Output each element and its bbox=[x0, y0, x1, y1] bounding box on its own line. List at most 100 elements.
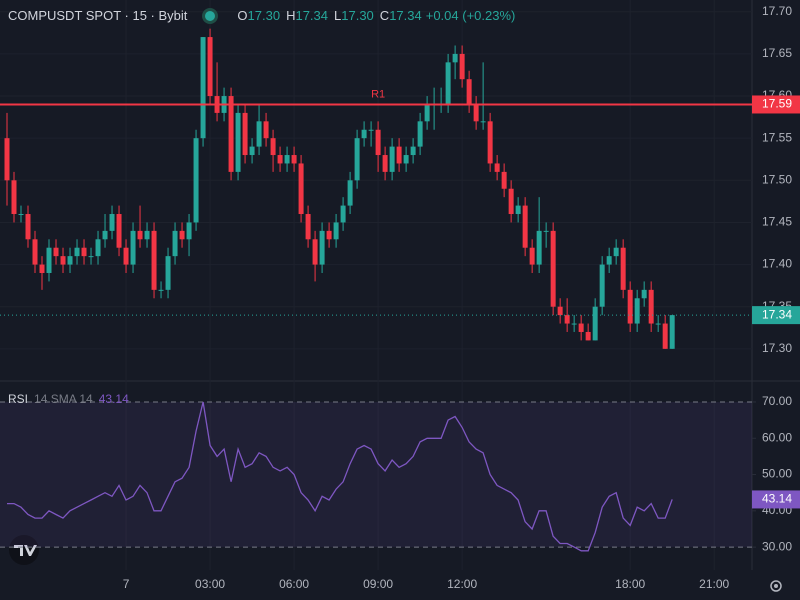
candle-body bbox=[466, 79, 472, 105]
candle-body bbox=[592, 306, 598, 341]
candle-body bbox=[326, 230, 332, 240]
rsi-last-label: 43.14 bbox=[762, 492, 792, 506]
candle-body bbox=[53, 247, 59, 257]
candle-body bbox=[158, 289, 164, 291]
candle-body bbox=[333, 222, 339, 240]
candle-body bbox=[172, 230, 178, 257]
ohlc-key: C bbox=[379, 8, 390, 23]
candle-body bbox=[32, 239, 38, 265]
candle-body bbox=[494, 163, 500, 172]
market-status bbox=[205, 10, 216, 21]
candle-body bbox=[550, 230, 556, 307]
candle-body bbox=[417, 121, 423, 147]
candle-body bbox=[620, 247, 626, 290]
candle-body bbox=[515, 205, 521, 215]
candle-body bbox=[389, 146, 395, 172]
candle-body bbox=[312, 239, 318, 265]
candle-body bbox=[25, 214, 31, 240]
y-tick-label: 17.55 bbox=[762, 130, 792, 144]
candle-body bbox=[606, 256, 612, 265]
y-tick-label: 17.65 bbox=[762, 46, 792, 60]
candle-body bbox=[571, 323, 577, 325]
candle-body bbox=[18, 214, 24, 216]
tv-logo bbox=[9, 535, 39, 565]
symbol-title: COMPUSDT SPOT · 15 · Bybit bbox=[8, 8, 188, 23]
rsi-title: RSI bbox=[8, 392, 29, 406]
y-tick-label: 17.40 bbox=[762, 257, 792, 271]
candle-body bbox=[305, 214, 311, 240]
candle-body bbox=[291, 155, 297, 164]
candle-body bbox=[459, 53, 465, 80]
rsi-line bbox=[7, 401, 673, 552]
y-tick-label: 17.50 bbox=[762, 172, 792, 186]
candle-body bbox=[669, 315, 675, 349]
candle-body bbox=[256, 121, 262, 147]
candle-body bbox=[424, 104, 430, 122]
candle-body bbox=[88, 256, 94, 258]
x-tick-label: 03:00 bbox=[195, 577, 225, 591]
candle-body bbox=[368, 129, 374, 131]
candle-body bbox=[242, 112, 248, 156]
candle-body bbox=[109, 214, 115, 231]
ohlc-key: L bbox=[334, 8, 342, 23]
y-tick-label: 17.30 bbox=[762, 341, 792, 355]
level-label-bg bbox=[752, 95, 800, 114]
candle-body bbox=[410, 146, 416, 156]
candle-body bbox=[627, 289, 633, 324]
candle-body bbox=[200, 37, 206, 139]
candle-body bbox=[130, 230, 136, 265]
candle-body bbox=[445, 62, 451, 105]
candle-body bbox=[270, 138, 276, 156]
candle-body bbox=[501, 171, 507, 189]
candle-body bbox=[4, 138, 10, 181]
y-tick-label: 50.00 bbox=[762, 467, 792, 481]
candle-body bbox=[522, 205, 528, 248]
candle-body bbox=[263, 121, 269, 139]
candle-body bbox=[347, 180, 353, 206]
candle-body bbox=[599, 264, 605, 307]
ohlc-value: 17.34 bbox=[389, 8, 422, 23]
candle-body bbox=[361, 129, 367, 139]
y-tick-label: 17.45 bbox=[762, 215, 792, 229]
candle-body bbox=[249, 146, 255, 156]
candle-body bbox=[536, 230, 542, 265]
legend-header: COMPUSDT SPOT · 15 · Bybit O17.30 H17.34 L… bbox=[8, 8, 515, 23]
x-tick-label: 06:00 bbox=[279, 577, 309, 591]
candle-body bbox=[634, 298, 640, 324]
candle-body bbox=[39, 264, 45, 273]
candle-body bbox=[382, 155, 388, 172]
rsi-header: RSI 14 SMA 14 43.14 bbox=[8, 392, 129, 406]
candle-body bbox=[67, 256, 73, 265]
candle-body bbox=[235, 112, 241, 172]
settings-icon[interactable] bbox=[770, 580, 782, 592]
y-tick-label: 30.00 bbox=[762, 539, 792, 553]
candle-body bbox=[102, 230, 108, 240]
candle-body bbox=[165, 256, 171, 290]
candle-body bbox=[578, 323, 584, 332]
x-tick-label: 7 bbox=[123, 577, 130, 591]
candle-body bbox=[81, 247, 87, 257]
candle-body bbox=[557, 306, 563, 316]
rsi-band bbox=[0, 401, 752, 548]
candle-body bbox=[613, 247, 619, 257]
candle-body bbox=[179, 230, 185, 240]
x-tick-label: 18:00 bbox=[615, 577, 645, 591]
y-tick-label: 60.00 bbox=[762, 430, 792, 444]
candle-body bbox=[641, 289, 647, 299]
candle-body bbox=[487, 121, 493, 164]
candle-body bbox=[116, 214, 122, 248]
candle-body bbox=[137, 230, 143, 240]
candle-body bbox=[95, 239, 101, 257]
last-price-label: 17.34 bbox=[762, 307, 792, 321]
candle-body bbox=[60, 256, 66, 265]
last-price-bg bbox=[752, 306, 800, 325]
candle-body bbox=[403, 155, 409, 164]
candle-body bbox=[228, 96, 234, 172]
rsi-value: 43.14 bbox=[98, 392, 129, 406]
ohlc-value: 17.30 bbox=[341, 8, 374, 23]
candle-body bbox=[186, 222, 192, 240]
y-tick-label: 17.70 bbox=[762, 4, 792, 18]
y-tick-label: 70.00 bbox=[762, 394, 792, 408]
